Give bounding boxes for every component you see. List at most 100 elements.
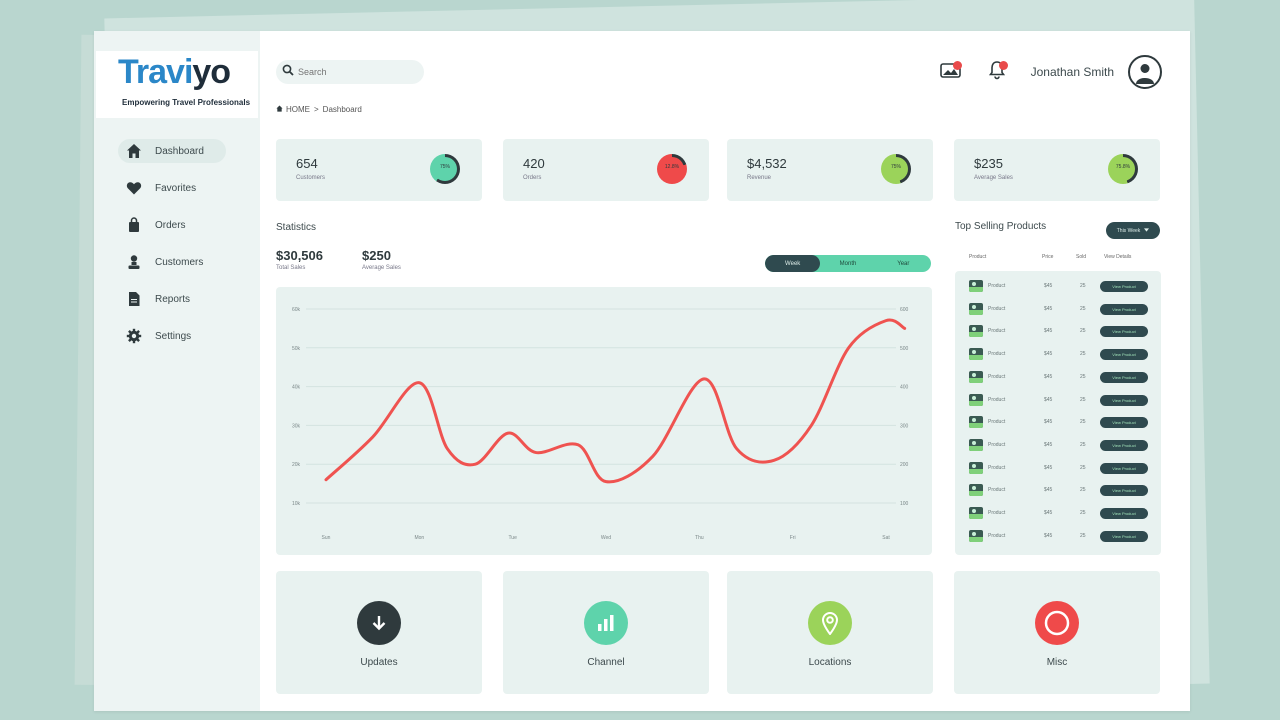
user-icon (125, 253, 143, 271)
toggle-month[interactable]: Month (839, 260, 857, 267)
view-product-button[interactable]: View Product (1100, 371, 1148, 383)
stat-value: $30,506 (276, 248, 323, 263)
product-name: Product (988, 283, 1006, 289)
tile-label: Updates (360, 657, 398, 668)
product-sold: 25 (1080, 396, 1086, 403)
product-sold: 25 (1080, 532, 1086, 539)
map-pin-icon (808, 601, 852, 645)
product-name: Product (988, 487, 1006, 494)
sidebar-item-reports[interactable]: Reports (118, 287, 226, 311)
product-sold: 25 (1080, 510, 1086, 516)
search-bar[interactable] (276, 60, 424, 84)
sidebar-item-dashboard[interactable]: Dashboard (118, 139, 226, 163)
view-product-button[interactable]: View Product (1100, 303, 1148, 315)
top-products-title: Top Selling Products (955, 221, 1047, 232)
product-image-icon (969, 325, 983, 338)
stat-value: $250 (362, 248, 391, 263)
tile-channel[interactable]: Channel (503, 571, 709, 694)
user-avatar-icon (1136, 64, 1154, 84)
table-row: Product $45 25 View Product (955, 529, 1161, 545)
sidebar-item-favorites[interactable]: Favorites (118, 176, 226, 200)
kpi-progress-ring: 75% (430, 154, 460, 184)
y-tick-label-right: 600 (900, 307, 909, 313)
kpi-ring-text: 75% (890, 164, 901, 170)
table-row: Product $45 25 View Product (955, 370, 1161, 386)
breadcrumb-separator: > (314, 105, 319, 114)
sidebar-item-orders[interactable]: Orders (118, 213, 226, 237)
product-price: $45 (1044, 487, 1053, 494)
product-price: $45 (1044, 283, 1053, 289)
toggle-week[interactable]: Week (765, 255, 821, 272)
table-row: Product $45 25 View Product (955, 324, 1161, 340)
view-product-button[interactable]: View Product (1100, 281, 1148, 292)
product-name: Product (988, 305, 1006, 312)
top-products-filter-dropdown[interactable]: This Week (1106, 222, 1160, 239)
table-row: Product $45 25 View Product (955, 461, 1161, 477)
x-tick-label: Wed (601, 535, 611, 541)
product-image-icon (969, 461, 983, 474)
product-sold: 25 (1080, 328, 1086, 335)
statistics-chart: 10k 100 20k 200 30k 300 40k 400 50k 500 60k 600 Sun M… (276, 287, 932, 555)
x-tick-label: Sat (882, 535, 890, 541)
product-image-icon (969, 507, 983, 519)
product-price: $45 (1044, 351, 1053, 358)
view-product-button[interactable]: View Product (1100, 439, 1148, 451)
kpi-progress-ring: 75% (881, 154, 911, 184)
product-name: Product (988, 328, 1006, 335)
product-image-icon (969, 370, 983, 383)
gear-icon (125, 327, 143, 345)
kpi-ring-text: 75% (439, 164, 450, 170)
table-row: Product $45 25 View Product (955, 506, 1161, 522)
download-arrow-icon (357, 601, 401, 645)
view-product-button[interactable]: View Product (1100, 349, 1148, 361)
product-name: Product (988, 373, 1006, 380)
view-product-button[interactable]: View Product (1100, 394, 1148, 406)
product-price: $45 (1044, 532, 1053, 539)
notification-badge (952, 61, 962, 70)
kpi-progress-ring: 12.8% (657, 154, 687, 184)
product-sold: 25 (1080, 351, 1086, 358)
y-tick-label-left: 40k (292, 385, 301, 391)
logo: Traviyo Empowering Travel Professionals (96, 51, 258, 118)
user-name[interactable]: Jonathan Smith (1030, 65, 1114, 79)
product-price: $45 (1044, 328, 1053, 335)
breadcrumb-home[interactable]: HOME (286, 105, 310, 114)
stat-average-sales: $250 Average Sales (362, 248, 401, 271)
series-line (324, 318, 907, 484)
top-products-table: Product $45 25 View Product Product $45 25 View… (955, 271, 1161, 555)
tile-locations[interactable]: Locations (727, 571, 933, 694)
tile-misc[interactable]: Misc (954, 571, 1160, 694)
view-product-button[interactable]: View Product (1100, 508, 1148, 519)
view-product-button[interactable]: View Product (1100, 485, 1148, 497)
product-name: Product (988, 441, 1006, 448)
y-tick-label-right: 100 (900, 501, 909, 507)
notifications-button[interactable] (985, 60, 1009, 84)
x-tick-label: Sun (322, 535, 331, 541)
sidebar-item-customers[interactable]: Customers (118, 250, 226, 274)
filter-label: This Week (1116, 227, 1141, 234)
view-product-button[interactable]: View Product (1100, 462, 1148, 474)
tile-updates[interactable]: Updates (276, 571, 482, 694)
stat-label: Total Sales (276, 265, 306, 271)
view-product-button[interactable]: View Product (1100, 417, 1148, 429)
product-image-icon (969, 416, 983, 429)
column-header-sold: Sold (1076, 254, 1087, 260)
product-price: $45 (1044, 441, 1053, 448)
sidebar: Traviyo Empowering Travel Professionals … (94, 31, 260, 711)
stat-label: Average Sales (362, 265, 401, 271)
shopping-bag-icon (125, 216, 143, 234)
column-header-view-details: View Details (1104, 254, 1132, 260)
bar-chart-icon (584, 601, 628, 645)
y-tick-label-left: 10k (292, 501, 301, 507)
table-row: Product $45 25 View Product (955, 347, 1161, 363)
kpi-value: $4,532 (747, 156, 787, 171)
search-input[interactable] (298, 67, 413, 77)
sidebar-item-settings[interactable]: Settings (118, 324, 226, 348)
avatar[interactable] (1128, 55, 1162, 89)
toggle-year[interactable]: Year (897, 260, 910, 267)
tile-label: Misc (1046, 657, 1068, 668)
view-product-button[interactable]: View Product (1100, 530, 1148, 542)
product-image-icon (969, 438, 983, 451)
view-product-button[interactable]: View Product (1100, 326, 1148, 338)
messages-button[interactable] (939, 60, 963, 84)
